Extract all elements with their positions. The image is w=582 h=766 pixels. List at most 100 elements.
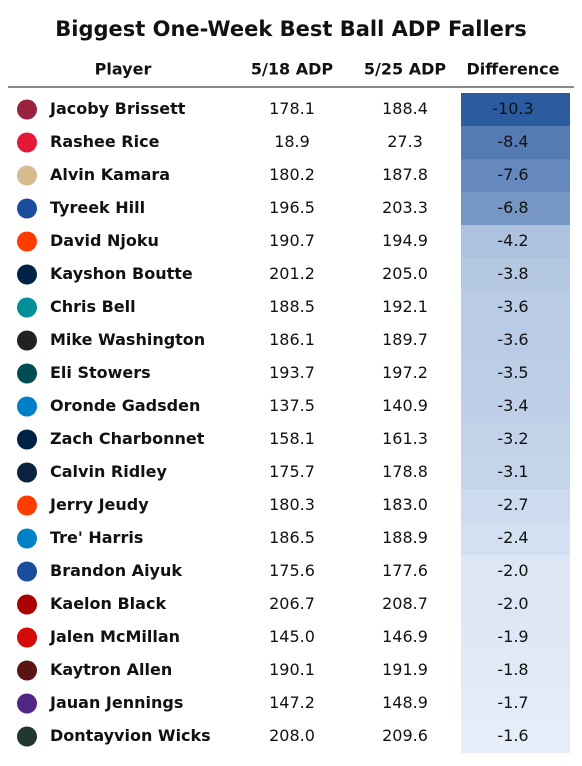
adp-5-25: 197.2 — [382, 363, 428, 382]
team-logo — [17, 198, 37, 219]
difference-cell — [461, 126, 570, 159]
column-header: 5/25 ADP — [364, 60, 446, 79]
team-logo — [17, 264, 37, 285]
adp-5-18: 178.1 — [269, 99, 315, 118]
adp-5-25: 188.9 — [382, 528, 428, 547]
difference: -3.1 — [497, 462, 528, 481]
adp-5-18: 208.0 — [269, 726, 315, 745]
adp-5-18: 190.7 — [269, 231, 315, 250]
adp-5-25: 192.1 — [382, 297, 428, 316]
difference: -2.0 — [497, 561, 528, 580]
player-name: Zach Charbonnet — [50, 429, 205, 448]
column-header: Player — [95, 60, 152, 79]
player-name: Kaytron Allen — [50, 660, 172, 679]
difference-cell — [461, 456, 570, 489]
difference-cell — [461, 258, 570, 291]
team-logo — [17, 396, 37, 417]
team-logo — [17, 165, 37, 186]
team-logo — [17, 495, 37, 516]
adp-5-18: 175.7 — [269, 462, 315, 481]
adp-5-25: 148.9 — [382, 693, 428, 712]
player-name: Tyreek Hill — [50, 198, 145, 217]
difference-cell — [461, 159, 570, 192]
team-logo — [17, 231, 37, 252]
difference-cell — [461, 423, 570, 456]
player-name: Oronde Gadsden — [50, 396, 200, 415]
team-logo — [17, 132, 37, 153]
difference-cell — [461, 357, 570, 390]
difference-cell — [461, 192, 570, 225]
difference: -1.9 — [497, 627, 528, 646]
difference: -1.8 — [497, 660, 528, 679]
player-name: Dontayvion Wicks — [50, 726, 211, 745]
team-logo — [17, 726, 37, 747]
adp-5-18: 188.5 — [269, 297, 315, 316]
player-name: Calvin Ridley — [50, 462, 167, 481]
adp-5-25: 194.9 — [382, 231, 428, 250]
difference: -3.6 — [497, 297, 528, 316]
adp-5-18: 158.1 — [269, 429, 315, 448]
adp-5-25: 203.3 — [382, 198, 428, 217]
column-header: 5/18 ADP — [251, 60, 333, 79]
adp-5-18: 186.1 — [269, 330, 315, 349]
adp-5-25: 208.7 — [382, 594, 428, 613]
adp-5-25: 161.3 — [382, 429, 428, 448]
difference: -8.4 — [497, 132, 528, 151]
team-logo — [17, 528, 37, 549]
team-logo — [17, 693, 37, 714]
difference-cell — [461, 225, 570, 258]
player-name: Rashee Rice — [50, 132, 160, 151]
adp-5-18: 186.5 — [269, 528, 315, 547]
team-logo — [17, 462, 37, 483]
difference-cell — [461, 93, 570, 126]
difference: -3.8 — [497, 264, 528, 283]
team-logo — [17, 297, 37, 318]
adp-5-18: 201.2 — [269, 264, 315, 283]
adp-5-18: 18.9 — [274, 132, 310, 151]
difference-cell — [461, 390, 570, 423]
difference-cell — [461, 654, 570, 687]
difference: -4.2 — [497, 231, 528, 250]
adp-5-18: 147.2 — [269, 693, 315, 712]
difference-cell — [461, 588, 570, 621]
difference: -7.6 — [497, 165, 528, 184]
difference-cell — [461, 687, 570, 720]
difference: -3.6 — [497, 330, 528, 349]
adp-5-25: 189.7 — [382, 330, 428, 349]
difference: -3.5 — [497, 363, 528, 382]
difference: -2.4 — [497, 528, 528, 547]
player-name: Kaelon Black — [50, 594, 166, 613]
player-name: David Njoku — [50, 231, 159, 250]
player-name: Eli Stowers — [50, 363, 151, 382]
adp-5-18: 206.7 — [269, 594, 315, 613]
difference: -1.7 — [497, 693, 528, 712]
team-logo — [17, 330, 37, 351]
difference-cell — [461, 522, 570, 555]
team-logo — [17, 594, 37, 615]
team-logo — [17, 561, 37, 582]
adp-5-18: 193.7 — [269, 363, 315, 382]
difference-cell — [461, 720, 570, 753]
player-name: Brandon Aiyuk — [50, 561, 182, 580]
player-name: Jacoby Brissett — [49, 99, 186, 118]
adp-5-25: 188.4 — [382, 99, 428, 118]
adp-5-18: 137.5 — [269, 396, 315, 415]
difference-cell — [461, 621, 570, 654]
column-header: Difference — [466, 60, 559, 79]
player-name: Jalen McMillan — [49, 627, 180, 646]
adp-5-25: 205.0 — [382, 264, 428, 283]
difference-cell — [461, 489, 570, 522]
player-name: Mike Washington — [50, 330, 205, 349]
player-name: Jauan Jennings — [49, 693, 183, 712]
team-logo — [17, 99, 37, 120]
player-name: Alvin Kamara — [50, 165, 170, 184]
adp-5-25: 146.9 — [382, 627, 428, 646]
adp-5-25: 183.0 — [382, 495, 428, 514]
player-name: Kayshon Boutte — [50, 264, 193, 283]
adp-5-25: 209.6 — [382, 726, 428, 745]
adp-5-25: 27.3 — [387, 132, 423, 151]
difference-cell — [461, 291, 570, 324]
adp-5-18: 175.6 — [269, 561, 315, 580]
adp-5-25: 187.8 — [382, 165, 428, 184]
